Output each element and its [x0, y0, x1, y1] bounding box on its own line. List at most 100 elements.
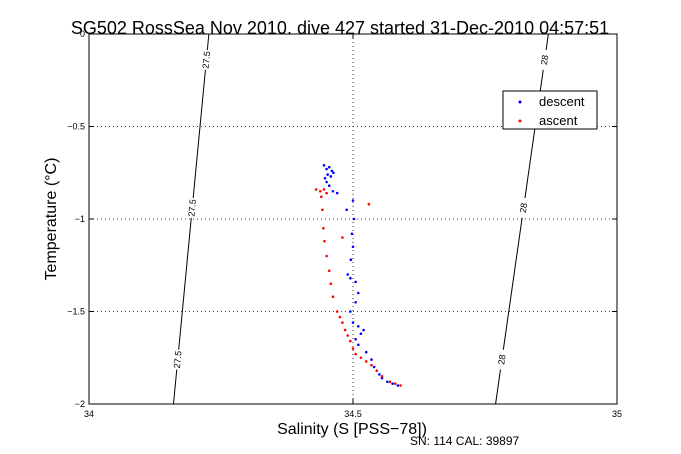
y-tick-label: 0 [80, 29, 85, 39]
legend-descent-marker [518, 100, 522, 104]
isopycnal-line [172, 33, 210, 405]
descent-point [335, 191, 339, 195]
isopycnal-label: 28 [496, 354, 507, 365]
ascent-point [331, 295, 335, 299]
descent-point [354, 280, 357, 284]
descent-point [351, 199, 355, 202]
chart-title: SG502 RossSea Nov 2010, dive 427 started… [71, 18, 609, 38]
descent-point [356, 325, 360, 328]
descent-point [332, 171, 335, 175]
legend-box [502, 90, 598, 130]
data-points [314, 164, 402, 387]
descent-point [359, 332, 363, 336]
ascent-point [354, 352, 357, 356]
ascent-point [321, 208, 324, 212]
y-tick-label: −1 [75, 214, 85, 224]
descent-point [351, 321, 355, 324]
ascent-point [341, 236, 344, 239]
isopycnal-lines: 27.5 27.5 27.5 28 28 28 [171, 33, 552, 405]
isopycnal-label: 28 [539, 54, 550, 65]
descent-point [325, 167, 328, 171]
isopycnal-label: 27.5 [186, 199, 198, 217]
ascent-point [314, 188, 318, 191]
isopycnal-label: 27.5 [201, 51, 213, 69]
ascent-point [320, 195, 323, 199]
descent-point [352, 217, 356, 221]
descent-point [327, 184, 331, 187]
descent-point [346, 273, 350, 276]
ascent-point [322, 188, 326, 191]
descent-point [372, 365, 376, 369]
descent-point [364, 350, 368, 354]
descent-point [386, 380, 389, 384]
ascent-point [323, 239, 326, 243]
descent-point [349, 276, 352, 280]
axis-ticks: 34 34.5 35 0 −0.5 −1 −1.5 −2 [67, 29, 622, 419]
descent-point [349, 258, 353, 262]
legend-ascent-marker [518, 119, 522, 123]
descent-point [362, 328, 365, 332]
descent-point [396, 384, 400, 387]
descent-point [330, 169, 334, 173]
descent-point [345, 208, 348, 212]
descent-point [354, 337, 357, 341]
y-tick-label: −0.5 [67, 122, 85, 132]
ascent-point [375, 369, 379, 373]
y-tick-label: −2 [75, 399, 85, 409]
ascent-point [325, 254, 328, 258]
descent-point [349, 310, 352, 313]
ascent-point [341, 321, 344, 324]
ascent-point [325, 191, 328, 195]
descent-point [323, 177, 327, 180]
isopycnal-label-bg [517, 197, 530, 219]
ascent-point [388, 380, 392, 384]
descent-point [327, 165, 331, 169]
legend-descent-label: descent [539, 94, 585, 109]
legend-ascent-label: ascent [539, 113, 578, 128]
ascent-point [338, 315, 342, 319]
ascent-point [359, 356, 363, 360]
isopycnal-label: 27.5 [172, 350, 184, 368]
descent-point [329, 175, 333, 178]
ascent-point [327, 269, 331, 273]
isopycnal-label-bg [200, 49, 213, 71]
ascent-point [351, 347, 355, 350]
descent-point [350, 232, 354, 236]
ascent-point [318, 189, 322, 193]
isopycnal-label-bg [171, 349, 184, 371]
descent-point [326, 173, 329, 176]
descent-point [378, 373, 381, 376]
descent-point [356, 343, 360, 347]
ascent-point [349, 339, 352, 343]
x-tick-label: 34 [84, 409, 94, 419]
descent-point [331, 189, 335, 193]
isopycnal-label-bg [186, 197, 199, 219]
ascent-point [335, 310, 339, 313]
ascent-point [364, 360, 368, 363]
ascent-point [393, 382, 397, 385]
isopycnal-label-bg [538, 49, 552, 71]
y-tick-label: −1.5 [67, 307, 85, 317]
ascent-point [346, 334, 350, 337]
descent-point [351, 245, 355, 249]
descent-point [380, 376, 384, 380]
x-tick-label: 34.5 [344, 409, 362, 419]
y-axis-label: Temperature (°C) [43, 158, 60, 281]
calibration-footer: SN: 114 CAL: 39897 [410, 434, 520, 448]
x-tick-label: 35 [612, 409, 622, 419]
isopycnal-label: 28 [518, 202, 529, 213]
legend: descent ascent [502, 90, 598, 130]
descent-point [354, 300, 357, 304]
ascent-point [343, 328, 347, 332]
descent-point [325, 180, 328, 184]
ascent-point [399, 384, 402, 387]
isopycnal-label-bg [495, 348, 509, 371]
ascent-point [380, 374, 384, 378]
descent-point [391, 382, 394, 385]
ascent-point [370, 363, 373, 367]
descent-point [356, 291, 360, 295]
descent-point [322, 164, 326, 167]
descent-point [370, 358, 373, 361]
ascent-point [329, 282, 333, 286]
ascent-point [367, 202, 371, 206]
